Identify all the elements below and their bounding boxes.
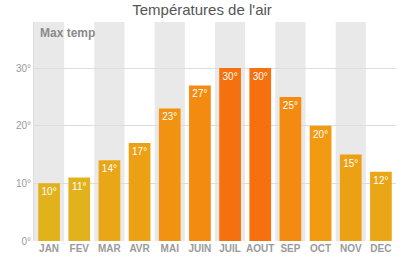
svg-text:Max temp: Max temp [40,26,95,40]
svg-text:30°: 30° [223,71,238,82]
svg-text:10°: 10° [16,178,31,189]
svg-text:14°: 14° [102,163,117,174]
svg-text:11°: 11° [72,181,86,192]
svg-text:OCT: OCT [310,243,331,254]
svg-text:SEP: SEP [280,243,300,254]
svg-text:10°: 10° [42,186,57,197]
svg-text:NOV: NOV [340,243,362,254]
svg-text:JUIL: JUIL [219,243,241,254]
svg-text:20°: 20° [16,120,31,131]
svg-text:MAI: MAI [161,243,180,254]
svg-text:27°: 27° [192,88,207,99]
svg-text:23°: 23° [162,111,177,122]
svg-text:30°: 30° [253,71,268,82]
svg-text:JUIN: JUIN [189,243,212,254]
svg-text:DEC: DEC [370,243,391,254]
svg-text:MAR: MAR [98,243,122,254]
svg-text:17°: 17° [132,146,147,157]
svg-text:20°: 20° [313,129,328,140]
svg-text:JAN: JAN [39,243,59,254]
svg-text:Températures de l'air: Températures de l'air [132,1,272,18]
svg-text:0°: 0° [21,236,31,247]
svg-text:30°: 30° [16,63,31,74]
svg-text:FEV: FEV [70,243,90,254]
svg-text:AVR: AVR [129,243,150,254]
svg-text:12°: 12° [373,175,388,186]
svg-text:AOUT: AOUT [246,243,274,254]
svg-text:15°: 15° [343,158,358,169]
svg-text:25°: 25° [283,100,298,111]
